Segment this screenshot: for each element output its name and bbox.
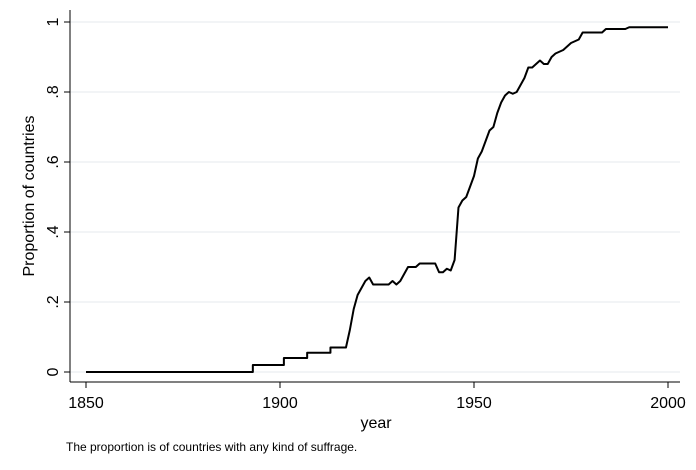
y-tick-label: .6 bbox=[45, 155, 62, 168]
note: The proportion is of countries with any … bbox=[66, 440, 357, 454]
x-tick-label: 1900 bbox=[262, 395, 298, 412]
x-tick-label: 2000 bbox=[650, 395, 686, 412]
y-tick-label: .4 bbox=[45, 225, 62, 238]
y-tick-label: 0 bbox=[45, 367, 62, 376]
y-tick-label: .8 bbox=[45, 85, 62, 98]
x-tick-label: 1950 bbox=[456, 395, 492, 412]
y-tick-label: 1 bbox=[45, 17, 62, 26]
y-axis-label: Proportion of countries bbox=[21, 116, 38, 277]
line-series bbox=[86, 26, 668, 373]
x-axis-label: year bbox=[360, 415, 392, 432]
y-tick-label: .2 bbox=[45, 295, 62, 308]
x-tick-label: 1850 bbox=[68, 395, 104, 412]
